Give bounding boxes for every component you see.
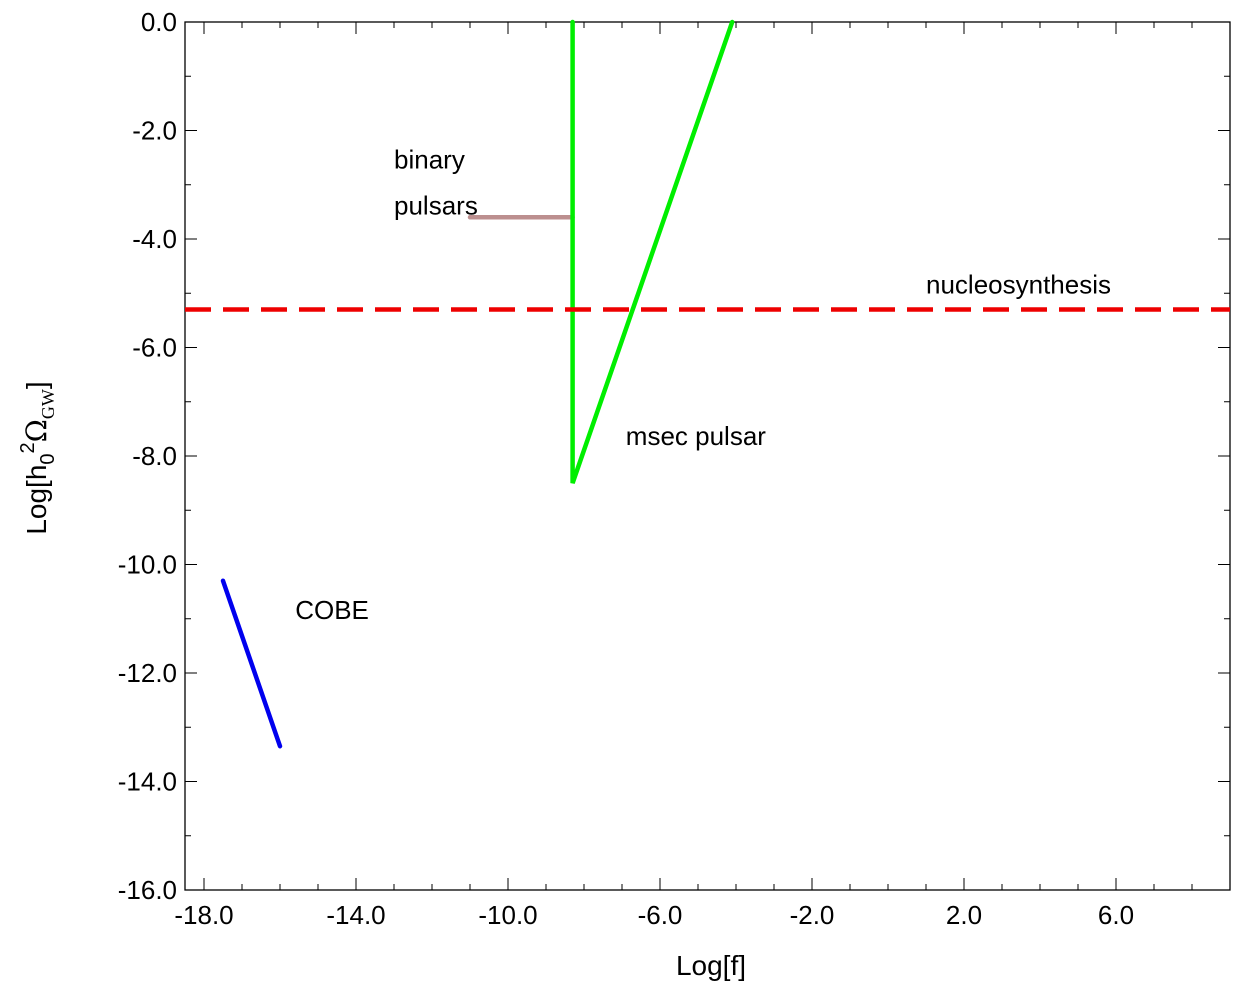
x-tick-label: -6.0: [638, 900, 683, 930]
plot-frame: [184, 21, 1231, 891]
x-tick-label: 6.0: [1098, 900, 1134, 930]
tick-layer: -18.0 -14.0 -10.0 -6.0 -2.0 2.0 6.0 0.0 -2.0 -4.0…: [118, 7, 1231, 930]
annotation-nucleosynthesis: nucleosynthesis: [926, 269, 1111, 299]
y-axis-title: Log[h02ΩGW]: [17, 381, 59, 534]
y-axis-title-sub-0: 0: [37, 453, 59, 464]
x-axis-title: Log[f]: [676, 950, 746, 981]
series-line-cobe: [220, 578, 283, 749]
y-tick-label: -14.0: [118, 767, 177, 797]
x-tick-label: 2.0: [946, 900, 982, 930]
annotation-binary-1: binary: [394, 144, 465, 174]
annotation-binary-2: pulsars: [394, 191, 478, 221]
x-tick-label: -10.0: [478, 900, 537, 930]
y-tick-label: -16.0: [118, 875, 177, 905]
x-tick-label: -18.0: [174, 900, 233, 930]
y-axis-title-sub-gw: GW: [38, 389, 58, 419]
y-tick-label: 0.0: [141, 7, 177, 37]
y-axis-title-omega: Ω: [20, 419, 53, 442]
annotation-cobe: COBE: [295, 595, 369, 625]
y-axis-title-suffix: ]: [21, 381, 52, 389]
y-tick-label: -6.0: [132, 333, 177, 363]
y-axis-title-prefix: Log[h: [21, 465, 52, 535]
annotation-layer: binary pulsars nucleosynthesis msec pulsar C…: [295, 144, 1111, 624]
annotation-msec-pulsar: msec pulsar: [626, 421, 766, 451]
y-tick-label: -8.0: [132, 441, 177, 471]
plot-frame-layer: [184, 21, 1231, 891]
y-tick-label: -12.0: [118, 658, 177, 688]
x-tick-label: -2.0: [790, 900, 835, 930]
y-tick-label: -4.0: [132, 224, 177, 254]
y-tick-label: -10.0: [118, 550, 177, 580]
y-tick-label: -2.0: [132, 116, 177, 146]
series-layer: [185, 19, 1230, 749]
y-axis-title-sup-2: 2: [17, 442, 39, 453]
series-line-msec-pulsar: [570, 19, 735, 484]
x-tick-label: -14.0: [326, 900, 385, 930]
